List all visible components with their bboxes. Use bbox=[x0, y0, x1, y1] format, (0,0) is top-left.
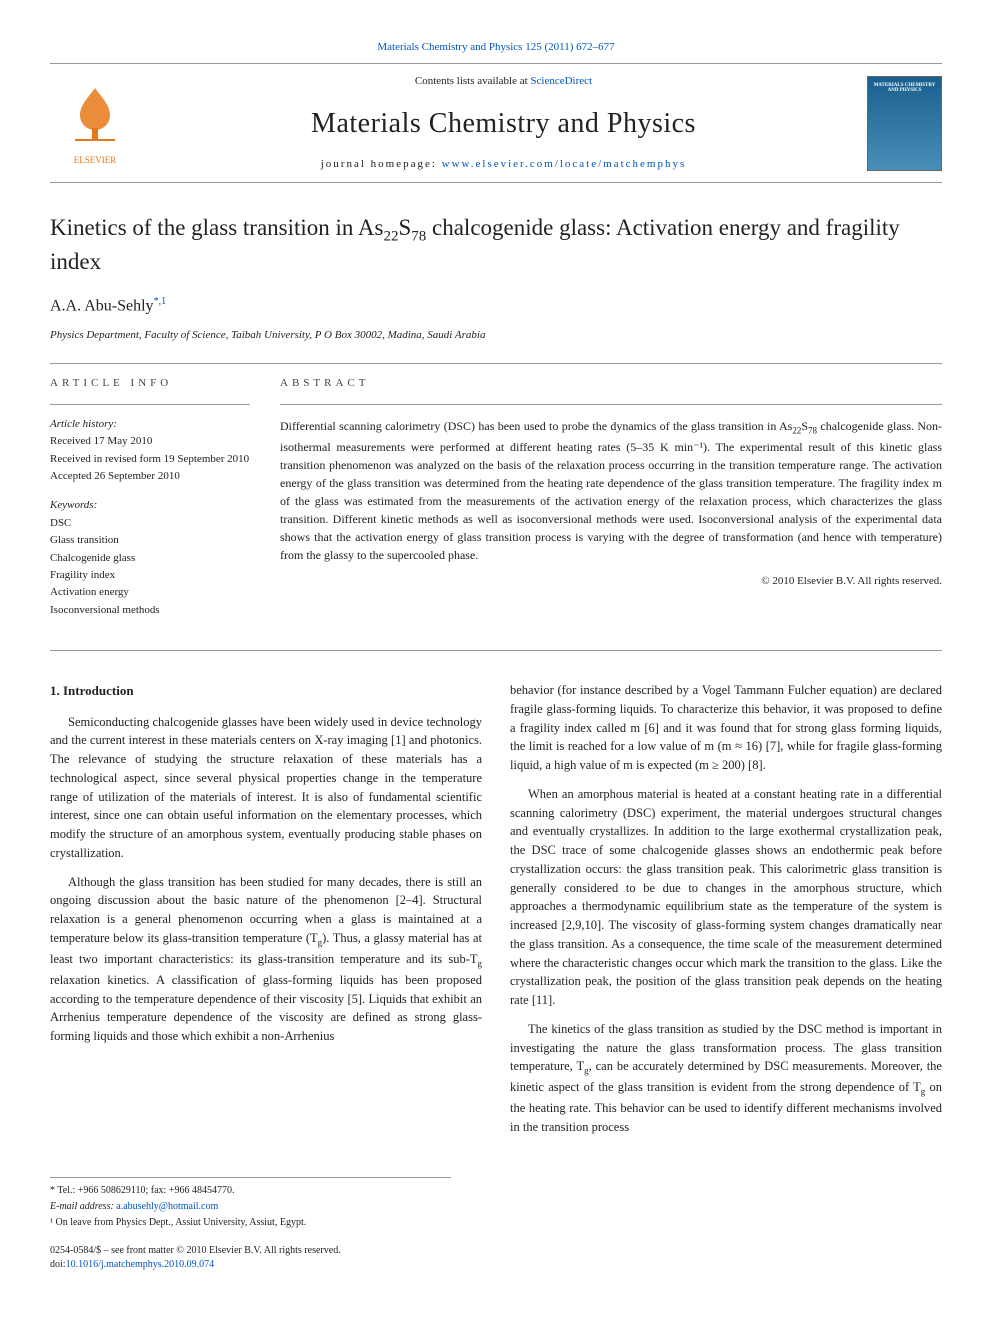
abstract-text: Differential scanning calorimetry (DSC) … bbox=[280, 417, 942, 564]
divider-mid bbox=[50, 650, 942, 651]
abstract-column: ABSTRACT Differential scanning calorimet… bbox=[280, 376, 942, 620]
abstract-divider bbox=[280, 404, 942, 405]
para-2: Although the glass transition has been s… bbox=[50, 873, 482, 1046]
keyword-3: Fragility index bbox=[50, 568, 250, 583]
received: Received 17 May 2010 bbox=[50, 434, 250, 449]
title-pre: Kinetics of the glass transition in As bbox=[50, 215, 383, 240]
cover-thumbnail: MATERIALS CHEMISTRY AND PHYSICS bbox=[867, 76, 942, 171]
info-divider bbox=[50, 404, 250, 405]
elsevier-tree-icon bbox=[60, 80, 130, 150]
p1-text: Semiconducting chalcogenide glasses have… bbox=[50, 715, 482, 860]
journal-name: Materials Chemistry and Physics bbox=[140, 104, 867, 143]
para-4: When an amorphous material is heated at … bbox=[510, 785, 942, 1010]
contents-prefix: Contents lists available at bbox=[415, 75, 530, 87]
divider-top bbox=[50, 363, 942, 364]
doi-link[interactable]: 10.1016/j.matchemphys.2010.09.074 bbox=[66, 1259, 215, 1270]
history-label: Article history: bbox=[50, 417, 250, 432]
author-name: A.A. Abu-Sehly bbox=[50, 298, 154, 315]
p2-sub2: g bbox=[478, 958, 483, 968]
accepted: Accepted 26 September 2010 bbox=[50, 469, 250, 484]
p3-text: behavior (for instance described by a Vo… bbox=[510, 683, 942, 772]
homepage-prefix: journal homepage: bbox=[321, 158, 442, 170]
para-5: The kinetics of the glass transition as … bbox=[510, 1020, 942, 1137]
article-info: ARTICLE INFO Article history: Received 1… bbox=[50, 376, 250, 620]
email-label: E-mail address: bbox=[50, 1201, 116, 1212]
citation-link[interactable]: Materials Chemistry and Physics 125 (201… bbox=[377, 41, 614, 53]
doi-line: doi:10.1016/j.matchemphys.2010.09.074 bbox=[50, 1258, 942, 1272]
abs-sub1: 22 bbox=[792, 425, 801, 435]
keywords-label: Keywords: bbox=[50, 498, 250, 513]
abs-sub2: 78 bbox=[808, 425, 817, 435]
section1-heading: 1. Introduction bbox=[50, 681, 482, 701]
keyword-0: DSC bbox=[50, 516, 250, 531]
title-sub2: 78 bbox=[411, 229, 426, 245]
header-citation: Materials Chemistry and Physics 125 (201… bbox=[50, 40, 942, 55]
keyword-1: Glass transition bbox=[50, 533, 250, 548]
left-column: 1. Introduction Semiconducting chalcogen… bbox=[50, 681, 482, 1147]
keyword-4: Activation energy bbox=[50, 585, 250, 600]
right-column: behavior (for instance described by a Vo… bbox=[510, 681, 942, 1147]
bottom-meta: 0254-0584/$ – see front matter © 2010 El… bbox=[50, 1244, 942, 1272]
issn-line: 0254-0584/$ – see front matter © 2010 El… bbox=[50, 1244, 942, 1258]
author-marks[interactable]: *,1 bbox=[154, 296, 167, 307]
masthead: ELSEVIER Contents lists available at Sci… bbox=[50, 63, 942, 183]
affiliation: Physics Department, Faculty of Science, … bbox=[50, 328, 942, 343]
authors: A.A. Abu-Sehly*,1 bbox=[50, 295, 942, 318]
doi-label: doi: bbox=[50, 1259, 66, 1270]
footnotes: * Tel.: +966 508629110; fax: +966 484547… bbox=[50, 1177, 451, 1230]
keywords-block: Keywords: DSC Glass transition Chalcogen… bbox=[50, 498, 250, 618]
footnote-tel: * Tel.: +966 508629110; fax: +966 484547… bbox=[50, 1184, 451, 1198]
info-heading: ARTICLE INFO bbox=[50, 376, 250, 391]
title-sub1: 22 bbox=[383, 229, 398, 245]
para-1: Semiconducting chalcogenide glasses have… bbox=[50, 713, 482, 863]
publisher-logo: ELSEVIER bbox=[50, 80, 140, 166]
homepage-link[interactable]: www.elsevier.com/locate/matchemphys bbox=[442, 158, 687, 170]
footnote-onleave: ¹ On leave from Physics Dept., Assiut Un… bbox=[50, 1216, 451, 1230]
masthead-center: Contents lists available at ScienceDirec… bbox=[140, 74, 867, 172]
para-3: behavior (for instance described by a Vo… bbox=[510, 681, 942, 775]
footnote-email: E-mail address: a.abusehly@hotmail.com bbox=[50, 1200, 451, 1214]
abs-post: chalcogenide glass. Non-isothermal measu… bbox=[280, 419, 942, 562]
p4-text: When an amorphous material is heated at … bbox=[510, 787, 942, 1007]
body-columns: 1. Introduction Semiconducting chalcogen… bbox=[50, 681, 942, 1147]
keyword-2: Chalcogenide glass bbox=[50, 551, 250, 566]
p2-post: relaxation kinetics. A classification of… bbox=[50, 973, 482, 1043]
abs-pre: Differential scanning calorimetry (DSC) … bbox=[280, 419, 792, 433]
contents-line: Contents lists available at ScienceDirec… bbox=[140, 74, 867, 89]
info-abstract-row: ARTICLE INFO Article history: Received 1… bbox=[50, 376, 942, 620]
email-link[interactable]: a.abusehly@hotmail.com bbox=[116, 1201, 218, 1212]
article-title: Kinetics of the glass transition in As22… bbox=[50, 213, 942, 277]
abstract-heading: ABSTRACT bbox=[280, 376, 942, 391]
copyright: © 2010 Elsevier B.V. All rights reserved… bbox=[280, 574, 942, 589]
keyword-5: Isoconversional methods bbox=[50, 603, 250, 618]
sciencedirect-link[interactable]: ScienceDirect bbox=[530, 75, 592, 87]
title-mid1: S bbox=[398, 215, 411, 240]
publisher-name: ELSEVIER bbox=[50, 154, 140, 167]
revised: Received in revised form 19 September 20… bbox=[50, 452, 250, 467]
journal-homepage: journal homepage: www.elsevier.com/locat… bbox=[140, 157, 867, 172]
cover-label: MATERIALS CHEMISTRY AND PHYSICS bbox=[872, 83, 937, 94]
